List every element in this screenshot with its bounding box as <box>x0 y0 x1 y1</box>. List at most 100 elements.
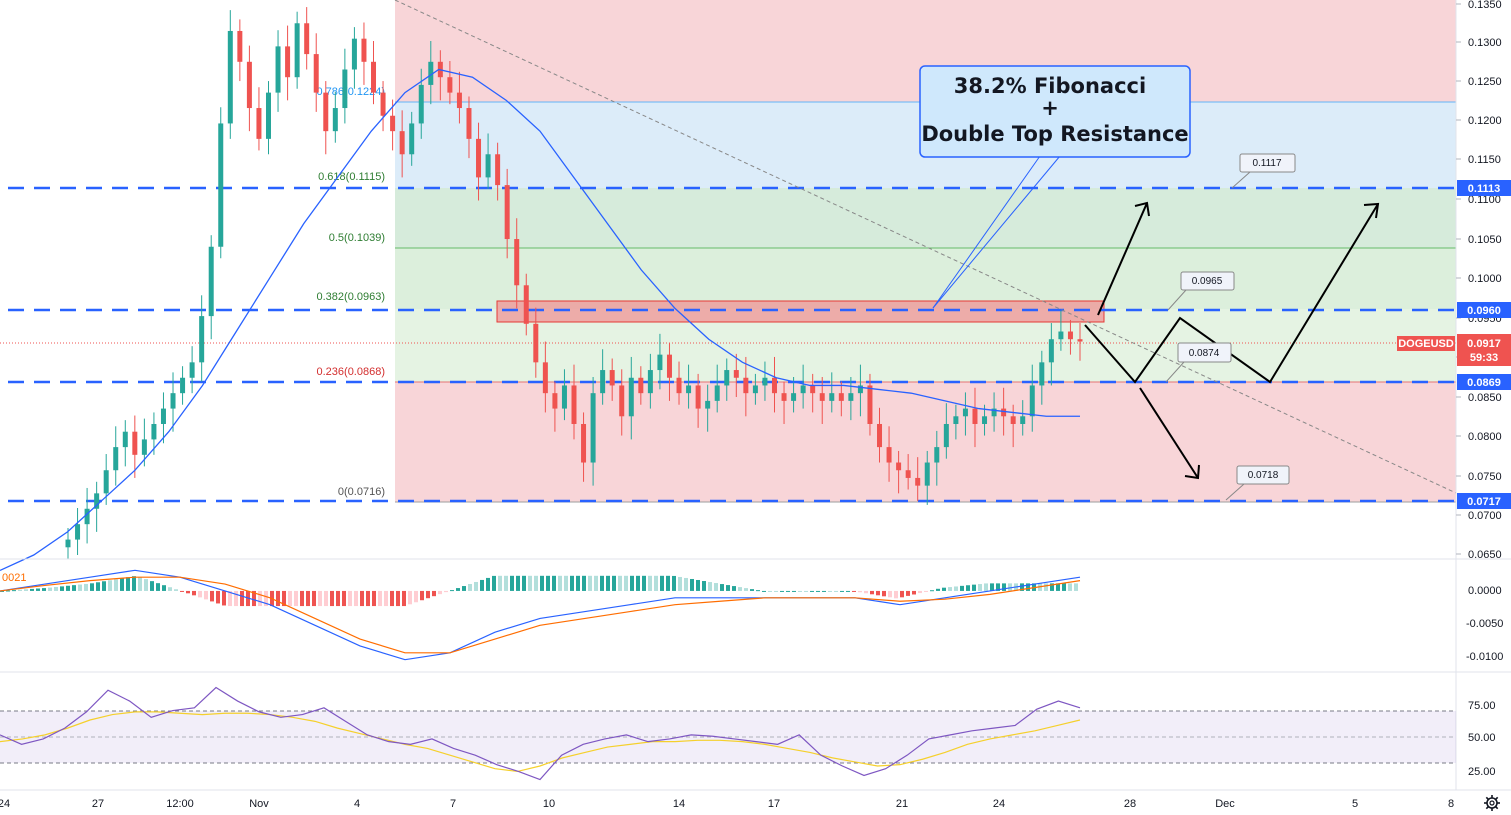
rsi-tick-50: 50.00 <box>1468 732 1496 744</box>
price-tick-7: 0.1000 <box>1468 273 1502 285</box>
macd-histogram-bar <box>444 590 448 593</box>
macd-histogram-bar <box>372 590 376 607</box>
arrowhead-up-1 <box>1134 201 1150 217</box>
candle-body <box>218 123 224 247</box>
note-0.1117: 0.1117 <box>1252 158 1282 169</box>
macd-histogram-bar <box>852 590 856 592</box>
macd-histogram-bar <box>690 578 694 591</box>
macd-histogram-bar <box>210 590 214 602</box>
candle-body <box>666 354 672 378</box>
macd-histogram-bar <box>756 590 760 592</box>
macd-histogram-bar <box>822 590 826 592</box>
macd-histogram-bar <box>996 583 1000 591</box>
macd-histogram-bar <box>480 579 484 591</box>
current-countdown: 59:33 <box>1470 352 1498 364</box>
candle-body <box>514 239 520 286</box>
macd-histogram-bar <box>516 575 520 591</box>
projection-path-main <box>1084 203 1379 384</box>
macd-histogram-bar <box>846 590 850 592</box>
macd-histogram-bar <box>870 590 874 595</box>
macd-histogram-bar <box>564 575 568 591</box>
candle-body <box>1058 331 1064 340</box>
candle-body <box>351 38 357 70</box>
macd-histogram-bar <box>162 585 166 591</box>
time-tick-6: 10 <box>543 798 555 810</box>
price-tick-3: 0.1200 <box>1468 115 1502 127</box>
candle-body <box>485 154 491 178</box>
candle-body <box>857 385 863 394</box>
time-tick-0: 24 <box>0 798 10 810</box>
candle-body <box>504 185 510 240</box>
macd-histogram-bar <box>432 590 436 597</box>
projection-arrows <box>1084 201 1380 480</box>
candle-body <box>294 23 300 78</box>
macd-histogram-bar <box>918 590 922 594</box>
macd-histogram-bar <box>1068 583 1072 591</box>
candle-body <box>886 447 892 463</box>
macd-histogram-bar <box>378 590 382 607</box>
candle-body <box>934 447 940 463</box>
macd-histogram-bar <box>648 575 652 591</box>
macd-histogram-bar <box>12 590 16 592</box>
macd-histogram-bar <box>792 590 796 592</box>
time-axis[interactable]: 24 27 12:00 Nov 4 7 10 14 17 21 24 28 Dec 5 8 <box>0 789 1511 811</box>
candle-body <box>323 92 329 132</box>
macd-histogram-bar <box>912 590 916 595</box>
candle-body <box>237 30 243 62</box>
candle-body <box>609 370 615 386</box>
candle-body <box>848 393 854 401</box>
macd-histogram-bar <box>972 584 976 591</box>
candle-body <box>418 84 424 124</box>
candle-body <box>590 393 596 463</box>
candle-body <box>800 385 806 394</box>
candle-body <box>810 385 816 394</box>
macd-histogram-bar <box>774 590 778 592</box>
macd-histogram-bar <box>780 590 784 592</box>
macd-histogram-bar <box>612 575 616 591</box>
macd-histogram-bar <box>402 590 406 607</box>
macd-histogram-bar <box>930 590 934 592</box>
macd-histogram-bar <box>186 590 190 594</box>
macd-histogram-bar <box>240 590 244 607</box>
candle-body <box>227 30 233 124</box>
macd-tick-2: -0.0100 <box>1466 651 1503 663</box>
rsi-tick-75: 75.00 <box>1468 700 1496 712</box>
candles <box>65 7 1083 559</box>
candle-body <box>705 400 711 409</box>
macd-histogram-bar <box>552 575 556 591</box>
macd-histogram-bar <box>660 575 664 591</box>
candle-body <box>199 316 205 363</box>
candle-body <box>924 462 930 486</box>
candle-body <box>160 408 166 424</box>
tag-0.0869: 0.0869 <box>1467 377 1501 389</box>
macd-histogram-bar <box>948 587 952 591</box>
candle-body <box>638 377 644 394</box>
macd-histogram-bar <box>582 575 586 591</box>
candle-body <box>972 408 978 424</box>
candle-body <box>476 138 482 178</box>
tag-0.1113: 0.1113 <box>1468 183 1500 195</box>
candle-body <box>838 393 844 401</box>
settings-gear-icon[interactable] <box>1484 795 1500 811</box>
macd-histogram-bar <box>540 575 544 591</box>
macd-histogram-bar <box>318 590 322 607</box>
candle-body <box>762 377 768 386</box>
candle-body <box>791 393 797 401</box>
price-tick-0: 0.1350 <box>1468 0 1502 11</box>
candle-body <box>256 108 262 139</box>
price-tags: 0.1113 0.0960 0.0869 0.0717 DOGEUSD 0.09… <box>1397 180 1511 509</box>
candle-body <box>571 385 577 424</box>
candle-body <box>132 431 138 455</box>
macd-histogram-bar <box>90 583 94 591</box>
macd-histogram-bar <box>678 576 682 591</box>
macd-histogram-bar <box>300 590 304 607</box>
macd-histogram-bar <box>258 590 262 607</box>
macd-histogram-bar <box>216 590 220 604</box>
macd-histogram-bar <box>588 575 592 591</box>
macd-histogram-bar <box>834 590 838 592</box>
macd-histogram-bar <box>6 590 10 592</box>
candle-body <box>953 416 959 424</box>
macd-histogram-bar <box>252 590 256 607</box>
time-tick-3: Nov <box>249 798 269 810</box>
